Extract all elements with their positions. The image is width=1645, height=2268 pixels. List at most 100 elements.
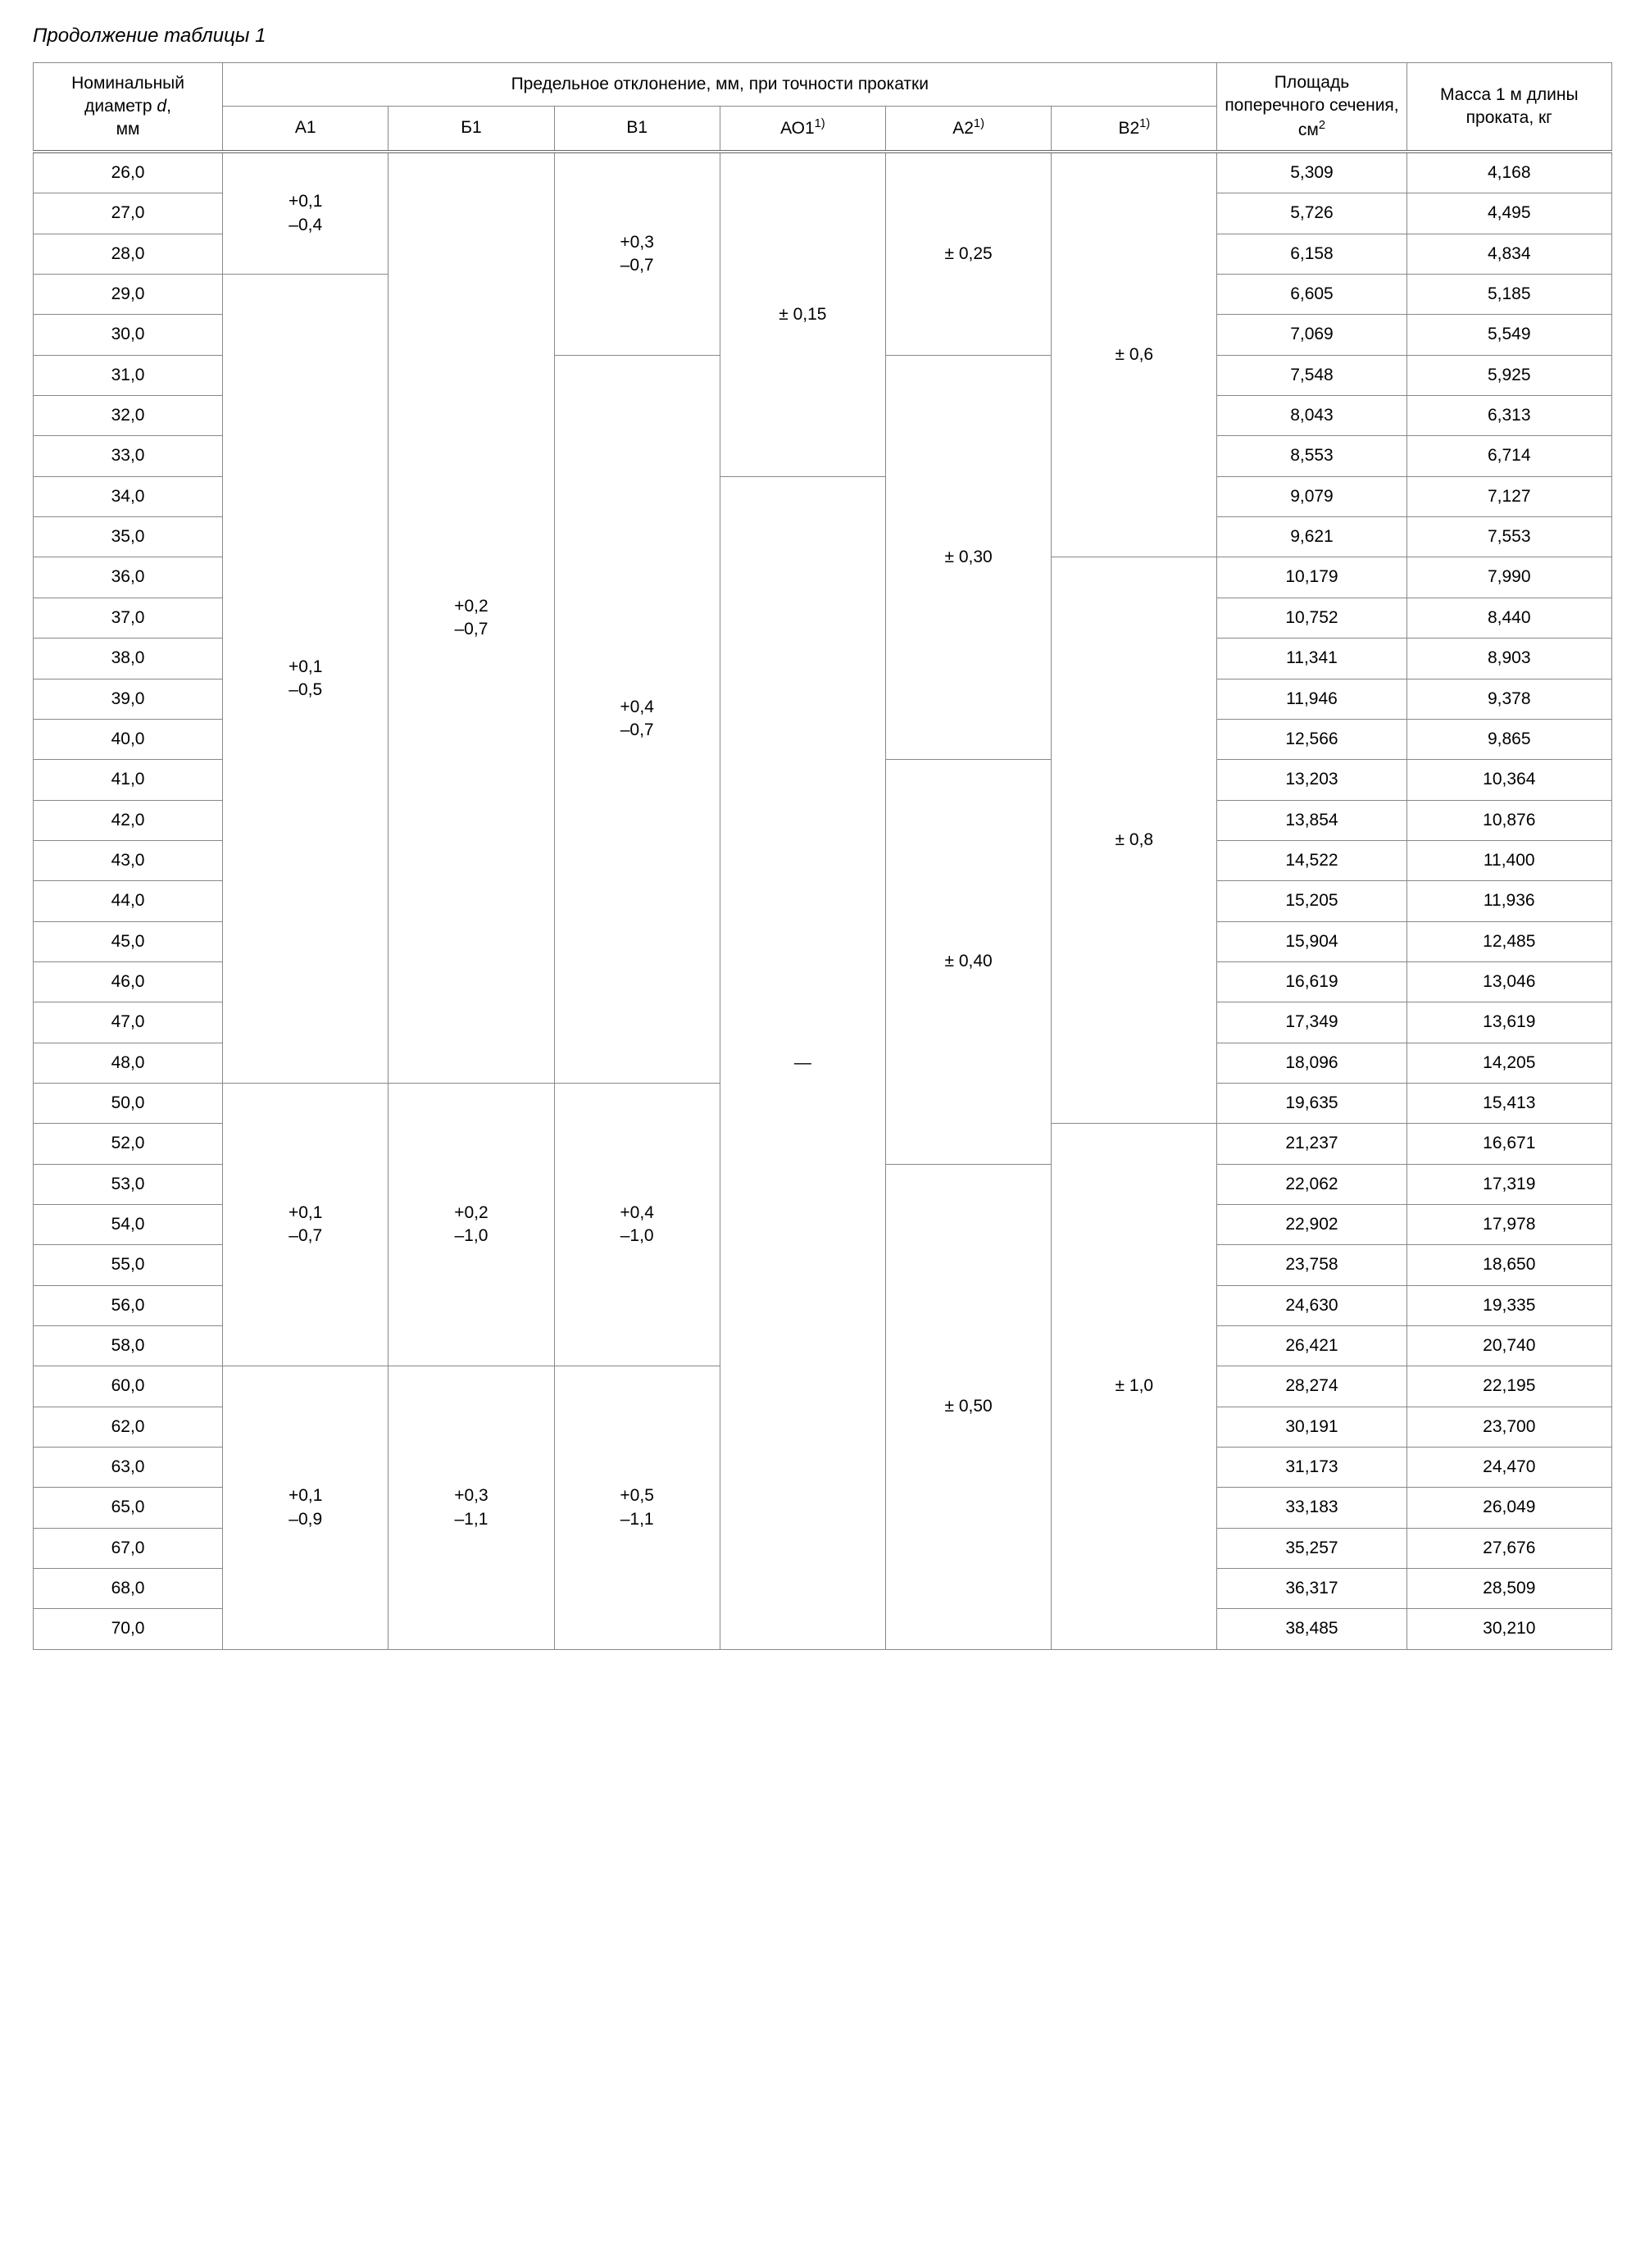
cell-diameter: 31,0	[34, 355, 223, 395]
table-caption: Продолжение таблицы 1	[33, 25, 1612, 48]
cell-area: 21,237	[1217, 1124, 1406, 1164]
cell-mass: 22,195	[1406, 1366, 1611, 1407]
cell-area: 36,317	[1217, 1569, 1406, 1609]
cell-diameter: 54,0	[34, 1204, 223, 1244]
cell-diameter: 62,0	[34, 1407, 223, 1447]
hdr-col-a2: А21)	[885, 106, 1051, 152]
cell-diameter: 28,0	[34, 234, 223, 274]
cell-diameter: 34,0	[34, 476, 223, 516]
cell-diameter: 50,0	[34, 1083, 223, 1123]
cell-area: 11,946	[1217, 679, 1406, 719]
cell-b1: +0,2–1,0	[389, 1083, 554, 1366]
cell-area: 18,096	[1217, 1043, 1406, 1083]
cell-a1: +0,1–0,9	[223, 1366, 389, 1649]
cell-area: 9,621	[1217, 517, 1406, 557]
cell-mass: 13,619	[1406, 1002, 1611, 1043]
cell-mass: 20,740	[1406, 1326, 1611, 1366]
cell-mass: 8,440	[1406, 598, 1611, 638]
cell-v1: +0,5–1,1	[554, 1366, 720, 1649]
cell-area: 22,062	[1217, 1164, 1406, 1204]
cell-area: 17,349	[1217, 1002, 1406, 1043]
cell-diameter: 48,0	[34, 1043, 223, 1083]
cell-mass: 23,700	[1406, 1407, 1611, 1447]
cell-v1: +0,4–1,0	[554, 1083, 720, 1366]
cell-mass: 26,049	[1406, 1488, 1611, 1528]
cell-area: 15,904	[1217, 921, 1406, 961]
cell-mass: 12,485	[1406, 921, 1611, 961]
cell-area: 30,191	[1217, 1407, 1406, 1447]
hdr-col-b1: Б1	[389, 106, 554, 152]
cell-diameter: 67,0	[34, 1528, 223, 1568]
cell-a1: +0,1–0,4	[223, 152, 389, 275]
hdr-col-v2: В21)	[1052, 106, 1217, 152]
cell-area: 22,902	[1217, 1204, 1406, 1244]
cell-diameter: 47,0	[34, 1002, 223, 1043]
cell-area: 19,635	[1217, 1083, 1406, 1123]
cell-mass: 24,470	[1406, 1448, 1611, 1488]
hdr-col-a1: А1	[223, 106, 389, 152]
cell-mass: 8,903	[1406, 639, 1611, 679]
hdr-col-ao1: АО11)	[720, 106, 885, 152]
cell-mass: 19,335	[1406, 1285, 1611, 1325]
cell-diameter: 36,0	[34, 557, 223, 598]
cell-diameter: 33,0	[34, 436, 223, 476]
cell-diameter: 43,0	[34, 840, 223, 880]
cell-b1: +0,2–0,7	[389, 152, 554, 1083]
cell-mass: 27,676	[1406, 1528, 1611, 1568]
cell-a1: +0,1–0,5	[223, 275, 389, 1084]
cell-area: 8,553	[1217, 436, 1406, 476]
cell-ao1: ± 0,15	[720, 152, 885, 476]
cell-diameter: 55,0	[34, 1245, 223, 1285]
cell-diameter: 70,0	[34, 1609, 223, 1649]
cell-area: 11,341	[1217, 639, 1406, 679]
cell-area: 31,173	[1217, 1448, 1406, 1488]
cell-ao1: —	[720, 476, 885, 1649]
cell-diameter: 29,0	[34, 275, 223, 315]
cell-diameter: 40,0	[34, 719, 223, 759]
cell-mass: 17,978	[1406, 1204, 1611, 1244]
cell-mass: 4,834	[1406, 234, 1611, 274]
cell-area: 14,522	[1217, 840, 1406, 880]
cell-diameter: 35,0	[34, 517, 223, 557]
cell-area: 13,854	[1217, 800, 1406, 840]
cell-a2: ± 0,25	[885, 152, 1051, 355]
cell-area: 10,179	[1217, 557, 1406, 598]
cell-diameter: 37,0	[34, 598, 223, 638]
cell-area: 10,752	[1217, 598, 1406, 638]
cell-area: 13,203	[1217, 760, 1406, 800]
tolerance-table: Номинальный диаметр d,мм Предельное откл…	[33, 62, 1612, 1650]
cell-diameter: 38,0	[34, 639, 223, 679]
cell-a1: +0,1–0,7	[223, 1083, 389, 1366]
table-body: 26,0+0,1–0,4+0,2–0,7+0,3–0,7± 0,15± 0,25…	[34, 152, 1612, 1649]
cell-diameter: 39,0	[34, 679, 223, 719]
cell-area: 15,205	[1217, 881, 1406, 921]
cell-diameter: 26,0	[34, 152, 223, 193]
cell-mass: 9,378	[1406, 679, 1611, 719]
cell-mass: 10,364	[1406, 760, 1611, 800]
hdr-diameter: Номинальный диаметр d,мм	[34, 63, 223, 152]
cell-mass: 7,990	[1406, 557, 1611, 598]
cell-diameter: 30,0	[34, 315, 223, 355]
cell-diameter: 68,0	[34, 1569, 223, 1609]
cell-mass: 5,925	[1406, 355, 1611, 395]
cell-a2: ± 0,30	[885, 355, 1051, 759]
cell-area: 9,079	[1217, 476, 1406, 516]
cell-mass: 18,650	[1406, 1245, 1611, 1285]
cell-diameter: 53,0	[34, 1164, 223, 1204]
cell-mass: 13,046	[1406, 961, 1611, 1002]
cell-mass: 28,509	[1406, 1569, 1611, 1609]
cell-v2: ± 0,6	[1052, 152, 1217, 557]
cell-mass: 7,127	[1406, 476, 1611, 516]
cell-b1: +0,3–1,1	[389, 1366, 554, 1649]
cell-a2: ± 0,50	[885, 1164, 1051, 1649]
cell-mass: 10,876	[1406, 800, 1611, 840]
cell-area: 23,758	[1217, 1245, 1406, 1285]
cell-v2: ± 0,8	[1052, 557, 1217, 1124]
cell-diameter: 44,0	[34, 881, 223, 921]
cell-mass: 14,205	[1406, 1043, 1611, 1083]
cell-area: 8,043	[1217, 396, 1406, 436]
cell-diameter: 58,0	[34, 1326, 223, 1366]
cell-mass: 4,495	[1406, 193, 1611, 234]
cell-mass: 4,168	[1406, 152, 1611, 193]
cell-area: 38,485	[1217, 1609, 1406, 1649]
